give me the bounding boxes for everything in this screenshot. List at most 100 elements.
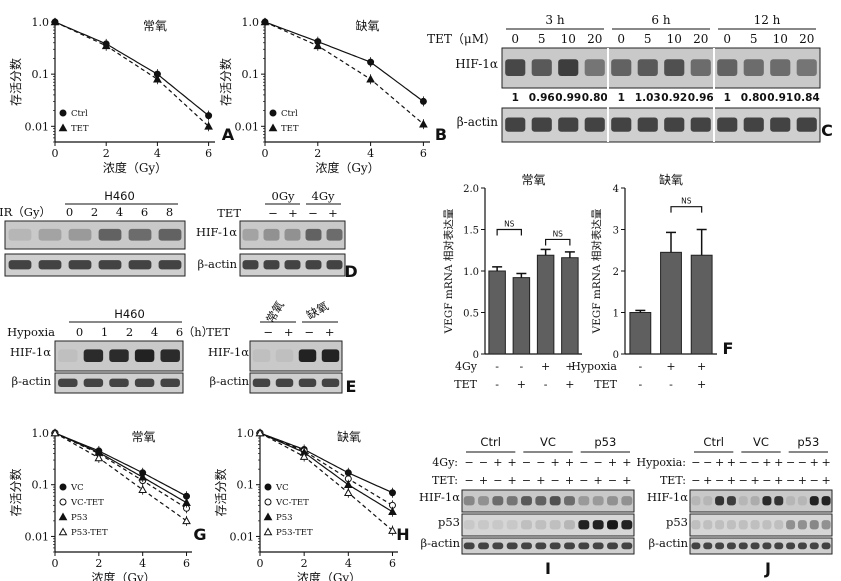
ns-label: NS	[504, 220, 515, 229]
dose-label: 20	[693, 32, 708, 46]
x-tick-label: 2	[301, 557, 308, 570]
series-line-3	[54, 432, 187, 522]
actin-row-label: β-actin	[209, 374, 249, 388]
row-value: +	[666, 360, 675, 373]
series-line-3	[259, 432, 393, 531]
band	[607, 496, 618, 506]
condition-value: −	[522, 474, 531, 487]
chart-title: 缺氧	[659, 172, 683, 187]
condition-value: −	[798, 456, 807, 469]
x-tick-label: 0	[262, 147, 269, 160]
x-tick-label: 6	[420, 147, 427, 160]
panel-title: 缺氧	[337, 429, 361, 444]
band	[738, 496, 748, 506]
row-label: TET	[454, 378, 477, 391]
actin-blot	[461, 537, 635, 555]
legend-marker	[58, 123, 68, 132]
condition-value: −	[703, 456, 712, 469]
legend-marker	[263, 512, 273, 521]
condition-value: +	[622, 474, 631, 487]
band	[715, 542, 725, 550]
panel-title: 常氧	[143, 19, 167, 33]
dose-label: 10	[773, 32, 788, 46]
condition-value: +	[715, 456, 724, 469]
x-tick-label: 2	[314, 147, 321, 160]
band	[558, 59, 579, 76]
group-label: H460	[104, 189, 135, 203]
band	[506, 542, 518, 550]
y-tick-label: 0.01	[25, 120, 50, 133]
data-point	[182, 516, 191, 525]
condition-value: +	[750, 474, 759, 487]
bar	[561, 257, 579, 355]
band	[478, 496, 489, 506]
legend-marker	[58, 527, 68, 536]
condition-value: −	[691, 474, 700, 487]
condition-value: −	[739, 474, 748, 487]
band	[109, 349, 129, 362]
band	[750, 520, 760, 530]
band	[690, 59, 711, 76]
band	[637, 59, 658, 76]
dose-label: 5	[750, 32, 758, 46]
legend-label: P53	[276, 513, 293, 523]
band	[58, 349, 78, 362]
band	[611, 117, 632, 132]
panel-letter: C	[821, 121, 833, 140]
lane-label: 6	[176, 325, 183, 339]
band	[703, 496, 713, 506]
series-line-0	[54, 432, 187, 497]
band	[592, 496, 604, 506]
band	[298, 378, 317, 387]
band	[797, 496, 807, 506]
lane-label: 4	[151, 325, 158, 339]
condition-value: −	[594, 456, 603, 469]
row-label: 4Gy	[455, 360, 478, 373]
band	[821, 520, 831, 530]
band	[242, 260, 259, 270]
band	[592, 542, 604, 550]
condition-value: −	[493, 474, 502, 487]
dose-label: 5	[644, 32, 652, 46]
data-point	[260, 17, 270, 26]
data-point	[388, 489, 396, 497]
bar	[536, 254, 555, 355]
band	[68, 228, 92, 241]
band	[305, 260, 322, 270]
data-point	[94, 453, 104, 462]
band	[128, 260, 152, 270]
band	[821, 496, 831, 506]
data-point	[419, 97, 427, 105]
band	[38, 228, 62, 241]
y-tick-label: 0.1	[32, 479, 50, 492]
band	[478, 520, 489, 530]
band	[797, 542, 807, 550]
legend-label: VC	[275, 483, 289, 493]
row-value: +	[565, 360, 574, 373]
condition-value: +	[608, 456, 617, 469]
condition-value: −	[522, 456, 531, 469]
data-point	[204, 121, 213, 130]
band	[607, 520, 618, 530]
ratio-label: 0.96	[688, 92, 714, 104]
y-tick-label: 0.5	[463, 309, 479, 320]
band	[535, 520, 547, 530]
legend-label: TET	[281, 124, 299, 134]
condition-value: +	[762, 456, 771, 469]
band	[796, 117, 817, 132]
series-line-2	[54, 432, 187, 504]
data-point	[367, 58, 375, 66]
blot-panel-d: H460IR（Gy）02468HIF-1αβ-actin0Gy4GyTET−+−…	[0, 189, 358, 281]
band	[809, 520, 819, 530]
ns-label: NS	[553, 229, 564, 238]
condition-value: +	[727, 456, 736, 469]
band	[160, 378, 180, 387]
x-tick-label: 0	[257, 557, 264, 570]
band	[621, 496, 633, 506]
condition-value: −	[762, 474, 771, 487]
band	[160, 349, 180, 362]
row-value: -	[544, 378, 548, 391]
actin-row-label: β-actin	[457, 115, 499, 129]
